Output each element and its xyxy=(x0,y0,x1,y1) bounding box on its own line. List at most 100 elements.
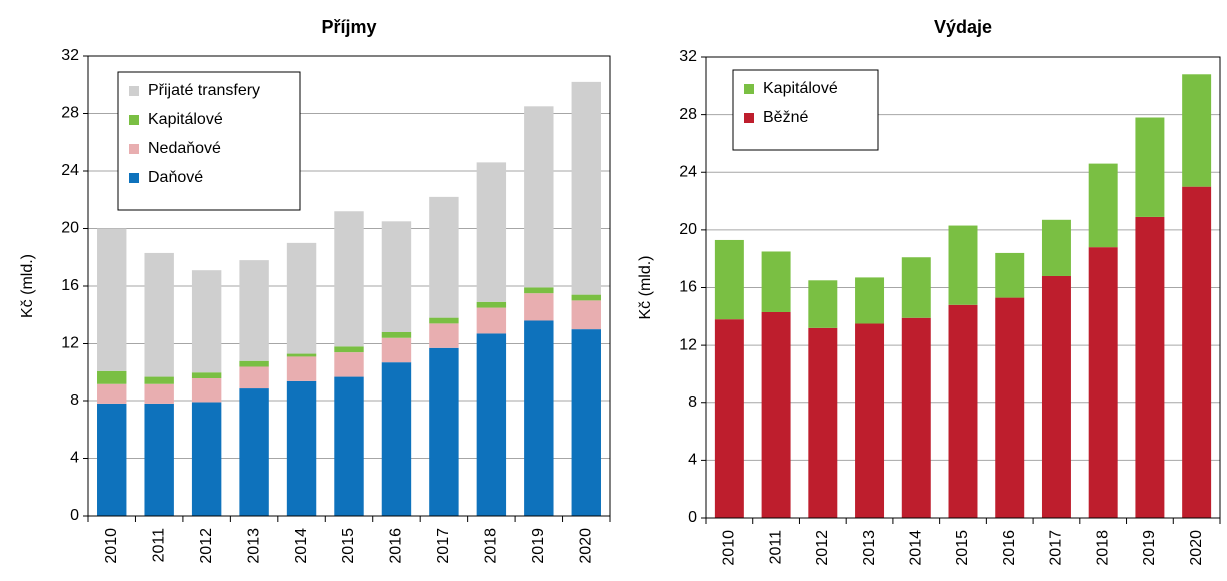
x-tick-label: 2010 xyxy=(103,528,120,564)
x-tick-label: 2019 xyxy=(530,528,547,564)
bar-segment xyxy=(476,162,507,302)
x-tick-label: 2018 xyxy=(483,528,500,564)
bar-segment xyxy=(524,320,554,516)
bar-segment xyxy=(476,301,507,308)
y-axis-label: Kč (mld.) xyxy=(19,254,36,318)
bar-segment xyxy=(334,211,364,347)
bar-segment xyxy=(334,352,364,377)
legend-swatch xyxy=(129,173,139,183)
bar-segment xyxy=(144,376,174,384)
bar-segment xyxy=(571,294,601,301)
bar-segment xyxy=(381,362,412,516)
legend-label: Kapitálové xyxy=(148,111,223,128)
y-tick-label: 20 xyxy=(679,221,697,238)
y-tick-label: 32 xyxy=(61,47,79,64)
bar-segment xyxy=(429,196,459,318)
chart: Příjmy Kč (mld.) 0 4 8 12 16 20 24 28 32 2010 2011 20… xyxy=(19,17,611,564)
chart-title: Příjmy xyxy=(321,17,376,37)
bar-segment xyxy=(1088,163,1118,248)
bar-segment xyxy=(855,277,885,324)
y-tick-label: 4 xyxy=(688,452,697,469)
bar-segment xyxy=(476,307,507,334)
bar-segment xyxy=(381,221,412,332)
x-tick-label: 2013 xyxy=(861,530,878,566)
x-tick-label: 2013 xyxy=(245,528,262,564)
y-tick-label: 24 xyxy=(679,163,697,180)
x-tick-label: 2014 xyxy=(907,530,924,566)
bar-segment xyxy=(524,287,554,294)
plot-frame xyxy=(705,56,1221,519)
y-tick-label: 32 xyxy=(679,48,697,65)
legend-label: Nedaňové xyxy=(148,140,221,157)
x-tick-label: 2015 xyxy=(954,530,971,566)
bar-segment xyxy=(808,280,838,328)
bar-segment xyxy=(97,383,127,404)
y-tick-label: 0 xyxy=(70,507,79,524)
x-tick-label: 2016 xyxy=(1001,530,1018,566)
bar-segment xyxy=(286,242,317,354)
x-tick-label: 2017 xyxy=(435,528,452,564)
bar-segment xyxy=(144,252,174,377)
legend-swatch xyxy=(129,115,139,125)
bar-segment xyxy=(714,239,744,320)
bar-segment xyxy=(286,353,317,357)
bar-segment xyxy=(995,297,1025,518)
bar-segment xyxy=(239,260,269,361)
x-tick-label: 2012 xyxy=(814,530,831,566)
legend-swatch xyxy=(744,113,754,123)
bar-segment xyxy=(381,337,412,363)
bar-segment xyxy=(191,270,222,373)
x-tick-label: 2019 xyxy=(1141,530,1158,566)
legend-box xyxy=(732,69,879,151)
bar-segment xyxy=(191,372,222,378)
bar-segment xyxy=(524,293,554,321)
y-tick-label: 12 xyxy=(61,335,79,352)
bar-segment xyxy=(144,403,174,516)
x-tick-label: 2014 xyxy=(293,528,310,564)
bar-segment xyxy=(948,225,978,305)
bar-segment xyxy=(761,251,791,312)
y-tick-label: 4 xyxy=(70,450,79,467)
x-tick-label: 2011 xyxy=(150,528,167,563)
bar-segment xyxy=(381,332,412,338)
y-tick-label: 24 xyxy=(61,162,79,179)
legend-label: Daňové xyxy=(148,169,203,186)
bar-segment xyxy=(1182,186,1212,518)
y-tick-label: 16 xyxy=(61,277,79,294)
x-tick-label: 2018 xyxy=(1094,530,1111,566)
x-tick-label: 2017 xyxy=(1048,530,1065,566)
bar-segment xyxy=(524,106,554,288)
x-tick-label: 2020 xyxy=(1188,530,1205,566)
legend-swatch xyxy=(129,144,139,154)
legend-label: Přijaté transfery xyxy=(148,82,260,99)
bar-segment xyxy=(334,376,364,516)
x-tick-label: 2012 xyxy=(198,528,215,564)
bar-segment xyxy=(855,323,885,518)
bar-segment xyxy=(1135,216,1165,519)
bar-segment xyxy=(239,360,269,367)
bar-segment xyxy=(1088,247,1118,518)
bar-segment xyxy=(571,300,601,330)
y-tick-label: 8 xyxy=(70,392,79,409)
bar-segment xyxy=(476,333,507,516)
y-tick-label: 28 xyxy=(61,105,79,122)
bar-segment xyxy=(144,383,174,404)
bar-segment xyxy=(1041,219,1071,276)
bar-segment xyxy=(995,252,1025,298)
y-tick-label: 16 xyxy=(679,279,697,296)
y-tick-label: 20 xyxy=(61,220,79,237)
chart-title: Výdaje xyxy=(934,17,992,37)
bar-segment xyxy=(808,327,838,518)
bar-segment xyxy=(1135,117,1165,217)
chart: Výdaje Kč (mld.) 0 4 8 12 16 20 24 28 32 2010 2011 20… xyxy=(637,17,1221,566)
legend-swatch xyxy=(129,86,139,96)
y-tick-label: 12 xyxy=(679,336,697,353)
legend-label: Běžné xyxy=(763,109,808,126)
bar-segment xyxy=(948,304,978,518)
bar-segment xyxy=(191,402,222,516)
legend-box xyxy=(117,71,301,211)
bar-segment xyxy=(239,388,269,516)
y-tick-label: 0 xyxy=(688,509,697,526)
bar-segment xyxy=(901,257,931,318)
